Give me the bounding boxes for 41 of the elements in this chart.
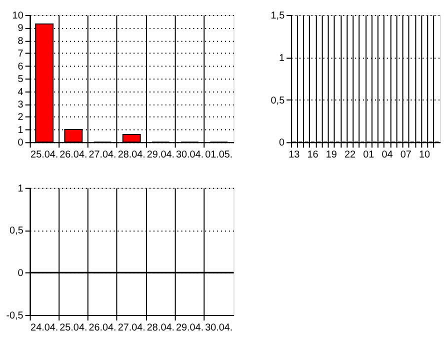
y-tick-label: 1 [18,124,24,136]
y-tick-label: 8 [18,36,24,47]
x-tick-label: 24.04. [30,322,58,334]
y-tick-label: 0,5 [270,95,286,106]
x-tick-label: 26.04. [88,322,116,334]
y-tick-label: 0 [18,138,24,149]
x-tick-label: 22 [344,150,356,161]
x-tick-label: 30.04. [205,322,233,334]
y-tick-label: 0 [18,268,24,280]
y-tick-label: 1,5 [270,10,286,22]
y-tick-label: -0,5 [6,310,24,322]
y-tick-label: 4 [18,86,24,98]
y-tick-label: 5 [18,74,24,86]
y-tick-label: 10 [12,10,24,22]
x-tick-label: 01.05. [205,150,233,161]
y-tick-label: 7 [18,48,24,60]
x-tick-label: 27.04. [88,150,116,161]
y-tick-label: 2 [18,112,24,124]
x-tick-label: 01 [363,150,375,161]
x-tick-label: 25.04. [60,322,88,334]
x-tick-label: 16 [307,150,319,161]
x-tick-label: 19 [326,150,338,161]
x-tick-label: 29.04. [176,322,204,334]
y-tick-label: 3 [18,100,24,111]
y-tick-label: 0 [279,138,286,149]
y-tick-label: 1 [18,183,24,194]
y-tick-label: 6 [18,61,24,72]
x-tick-label: 25.04. [30,150,58,161]
x-tick-label: 27.04. [118,322,146,334]
x-tick-label: 04 [382,150,394,161]
y-tick-label: 1 [279,52,286,64]
y-tick-label: 0,5 [10,226,24,237]
y-tick-label: 9 [18,23,24,34]
x-tick-label: 28.04. [118,150,146,161]
x-tick-label: 28.04. [146,322,174,334]
x-tick-label: 26.04. [60,150,88,161]
x-tick-label: 07 [400,150,412,161]
x-tick-label: 13 [288,150,300,161]
x-tick-label: 10 [418,150,431,161]
x-tick-label: 29.04. [146,150,174,161]
x-tick-label: 30.04. [176,150,204,161]
